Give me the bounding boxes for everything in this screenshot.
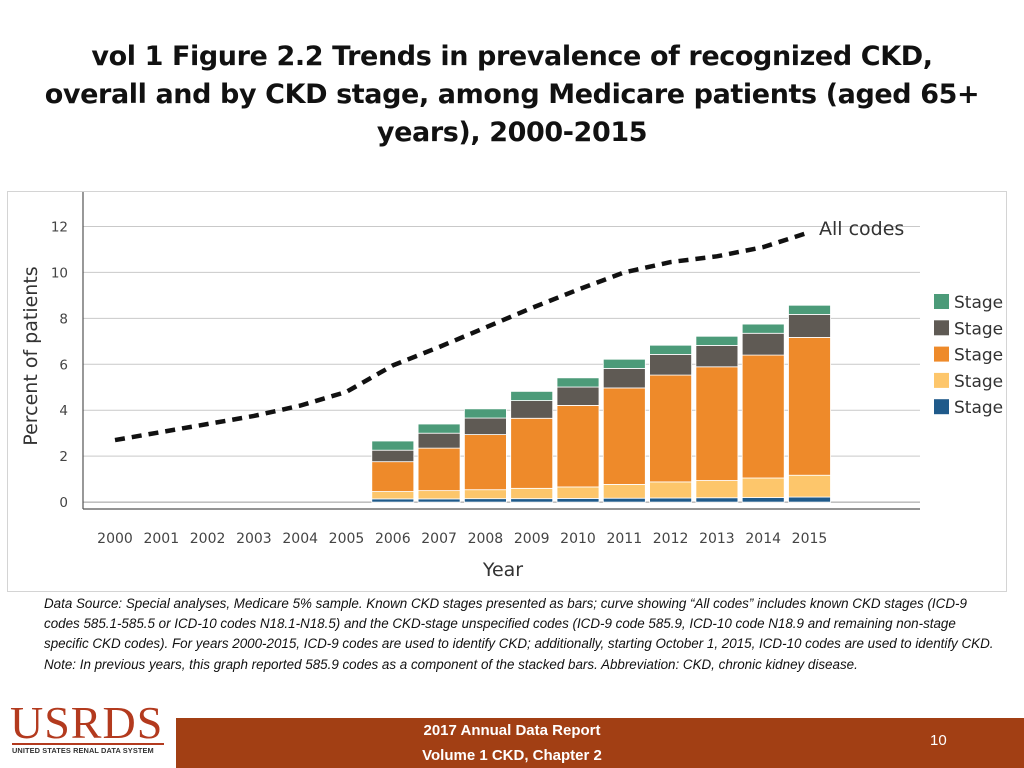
bar-stage-3-2006 [371,461,415,492]
all-codes-label: All codes [819,218,904,240]
page-number: 10 [930,732,947,749]
usrds-logo [0,700,176,768]
x-tick-label: 2001 [143,531,179,547]
x-tick-label: 2000 [97,531,133,547]
bar-stage-2-2014 [741,477,785,498]
bar-stage-3-2014 [741,354,785,479]
bar-stage-5-2014 [741,323,785,334]
x-tick-label: 2005 [329,531,365,547]
y-tick-label: 12 [51,219,68,235]
x-tick-label: 2013 [699,531,735,547]
bar-stage-4-2007 [417,432,461,449]
x-tick-label: 2010 [560,531,596,547]
usrds-logo-text: USRDS [10,697,164,748]
usrds-logo-subtitle: UNITED STATES RENAL DATA SYSTEM [12,746,154,755]
bar-stage-1-2011 [602,497,646,503]
bar-stage-4-2006 [371,449,415,463]
all-codes-line [114,230,811,443]
y-tick-label: 10 [51,265,68,281]
legend-swatch-stage-2 [934,372,949,388]
legend-label: Stage 4 [954,319,1006,339]
x-tick-label: 2015 [792,531,828,547]
bar-stage-1-2013 [695,497,739,503]
bar-stage-5-2013 [695,335,739,346]
data-source-note: Data Source: Special analyses, Medicare … [44,596,994,672]
legend-label: Stage 2 [954,372,1006,392]
bar-stage-3-2013 [695,366,739,481]
x-tick-label: 2012 [653,531,689,547]
x-tick-label: 2004 [282,531,318,547]
bar-stage-2-2009 [510,487,554,500]
bar-stage-1-2008 [463,498,507,503]
legend-swatch-stage-4 [934,320,949,336]
bar-stage-5-2006 [371,440,415,451]
bar-stage-5-2010 [556,377,600,388]
bar-stage-5-2012 [649,344,692,355]
bar-stage-1-2009 [510,498,554,503]
x-tick-label: 2014 [745,531,781,547]
bar-stage-2-2007 [417,490,461,500]
footer-line-2: Volume 1 CKD, Chapter 2 [422,747,602,764]
legend-swatch-stage-1 [934,399,949,415]
bar-stage-4-2009 [510,400,554,419]
legend-swatch-stage-5 [934,294,949,309]
bar-stage-5-2009 [510,390,554,401]
bar-stage-2-2008 [463,489,507,500]
bar-stage-3-2007 [417,447,461,492]
x-tick-label: 2002 [190,531,226,547]
bar-stage-1-2012 [649,497,692,503]
bar-stage-4-2010 [556,386,600,406]
bar-stage-3-2010 [556,405,600,488]
bar-stage-2-2012 [649,481,692,499]
prevalence-chart: 0 2 4 6 8 10 12 2000 2001 2002 2003 2004 2005 2006 200… [20,192,1006,581]
bar-stage-3-2012 [649,374,692,483]
bar-stage-3-2015 [788,337,831,476]
bar-stage-1-2006 [371,498,415,503]
x-tick-label: 2009 [514,531,550,547]
bar-stage-1-2015 [788,496,831,503]
bar-stage-2-2011 [602,484,646,499]
bar-stage-2-2006 [371,491,415,500]
bar-stage-4-2015 [788,314,831,338]
footer-line-1: 2017 Annual Data Report [423,722,601,739]
usrds-logo-rule [12,743,164,745]
x-tick-label: 2011 [606,531,642,547]
bar-stage-5-2011 [602,358,646,369]
legend-label: Stage 3 [954,346,1006,366]
bar-stage-1-2007 [417,498,461,503]
bar-stage-2-2015 [788,474,831,498]
x-tick-label: 2007 [421,531,457,547]
bar-stage-2-2010 [556,486,600,499]
bar-stage-5-2015 [788,304,831,315]
bar-stage-4-2014 [741,332,785,356]
legend-label: Stage 1 [954,398,1006,418]
bar-stage-1-2010 [556,498,600,503]
bar-stage-4-2013 [695,345,739,368]
legend-label: Stage 5 [954,293,1006,313]
y-axis-title: Percent of patients [20,266,42,445]
bar-stage-4-2011 [602,368,646,389]
x-tick-label: 2008 [468,531,504,547]
bar-stage-3-2009 [510,417,554,489]
y-tick-label: 0 [59,495,68,511]
bar-stage-3-2008 [463,434,507,491]
bar-stage-3-2011 [602,387,646,485]
bar-stage-4-2008 [463,417,507,435]
y-tick-label: 4 [59,403,68,419]
legend-swatch-stage-3 [934,346,949,362]
bar-stage-5-2008 [463,408,507,419]
bar-stage-4-2012 [649,354,692,376]
y-tick-label: 2 [59,449,68,465]
y-tick-label: 8 [59,311,68,327]
footer-report-title: 2017 Annual Data Report Volume 1 CKD, Ch… [362,718,662,768]
bar-stage-5-2007 [417,423,461,434]
y-tick-label: 6 [59,357,68,373]
figure-title: vol 1 Figure 2.2 Trends in prevalence of… [44,41,980,148]
bar-stage-1-2014 [741,497,785,503]
bar-stage-2-2013 [695,480,739,499]
x-tick-label: 2006 [375,531,411,547]
chart-frame: 0 2 4 6 8 10 12 2000 2001 2002 2003 2004 2005 2006 200… [7,191,1007,592]
x-axis-title: Year [482,559,523,581]
x-tick-label: 2003 [236,531,272,547]
